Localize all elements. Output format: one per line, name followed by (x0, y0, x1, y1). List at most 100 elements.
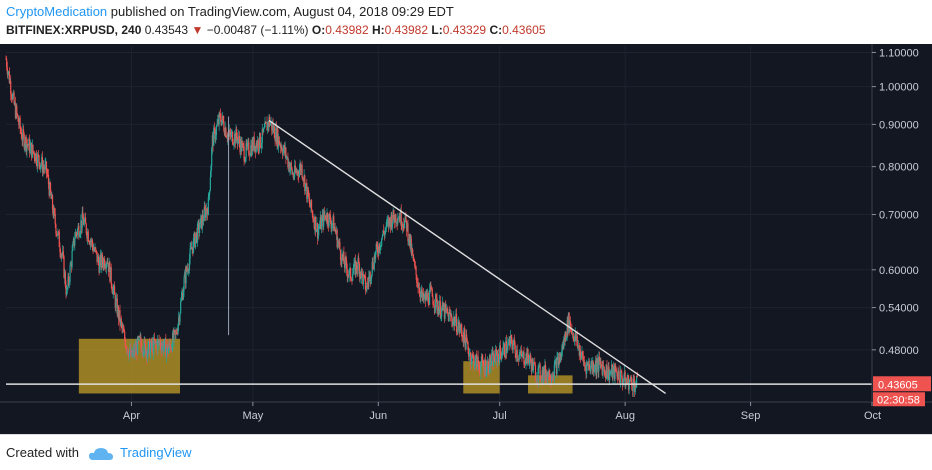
candle-body (314, 216, 317, 232)
candle-body (190, 247, 192, 248)
candle-body (368, 276, 370, 284)
candle-body (167, 344, 169, 354)
price-chart[interactable]: 1.10000 1.00000 0.90000 0.80000 0.70000 0.600… (0, 44, 932, 434)
candle-body (316, 223, 319, 239)
candle-body (313, 220, 315, 229)
candle-body (591, 360, 593, 369)
candle-body (120, 319, 122, 325)
candle-body (12, 94, 14, 100)
candle-body (628, 381, 630, 390)
candle-body (272, 123, 274, 132)
candle-body (371, 261, 373, 275)
candle-body (432, 296, 434, 305)
candle-body (286, 156, 288, 158)
candle-body (58, 231, 60, 233)
candle-body (169, 345, 172, 350)
candle-body (92, 245, 94, 252)
candle-body (386, 221, 388, 223)
candle-body (343, 252, 345, 264)
tradingview-brand[interactable]: TradingView (120, 445, 192, 460)
candle-body (203, 220, 205, 222)
candle-body (428, 303, 430, 305)
candle-body (41, 157, 43, 165)
candle-body (633, 381, 636, 392)
tradingview-cloud-icon[interactable] (88, 447, 113, 461)
candle-body (218, 113, 220, 125)
candle-body (579, 350, 581, 356)
candle-body (25, 137, 27, 152)
candle-body (179, 313, 181, 322)
candle-body (358, 258, 360, 264)
author-link[interactable]: CryptoMedication (6, 4, 108, 19)
candle-body (321, 218, 323, 230)
candle-body (215, 134, 217, 140)
candle-body (413, 260, 415, 262)
candle-body (22, 129, 25, 135)
candle-body (613, 365, 615, 380)
candle-body (327, 223, 329, 227)
candle-body (616, 371, 618, 377)
candle-body (602, 365, 604, 375)
low-value: 0.43329 (442, 23, 487, 37)
candle-body (621, 371, 623, 379)
time-tick-label: Sep (741, 410, 761, 422)
candle-body (324, 215, 326, 217)
candle-body (635, 384, 637, 388)
candle-body (278, 136, 280, 145)
candle-body (119, 310, 121, 325)
candle-body (86, 233, 88, 239)
candle-body (575, 332, 577, 342)
chart-footer: Created with TradingView (0, 434, 932, 470)
candle-body (513, 339, 515, 345)
candle-body (16, 113, 19, 116)
candle-body (184, 272, 186, 278)
candle-body (72, 238, 75, 244)
candle-body (424, 293, 426, 297)
candle-body (505, 340, 507, 358)
candle-body (580, 350, 582, 360)
candle-body (289, 167, 291, 172)
candle-body (536, 377, 538, 381)
candle-body (15, 106, 17, 118)
candle-body (475, 354, 477, 357)
annotation-layer (6, 119, 872, 395)
candle-body (138, 336, 140, 340)
candle-body (497, 353, 499, 362)
candle-body (120, 319, 122, 324)
candle-body (578, 345, 580, 356)
candle-body (199, 218, 201, 229)
candle-body (319, 217, 321, 227)
candle-body (317, 229, 319, 239)
candle-body (144, 339, 146, 343)
candle-body (622, 381, 624, 385)
candle-body (561, 344, 564, 351)
candle-body (534, 365, 537, 380)
candle-body (513, 339, 516, 346)
candle-body (97, 256, 99, 263)
candle-body (152, 342, 154, 354)
candle-body (200, 215, 202, 219)
candle-body (140, 336, 142, 345)
candle-body (163, 346, 165, 352)
candle-body (184, 272, 187, 284)
candle-body (273, 126, 275, 132)
candle-body (447, 312, 450, 322)
chart-area[interactable]: 1.10000 1.00000 0.90000 0.80000 0.70000 0.600… (0, 44, 932, 434)
candle-body (517, 358, 519, 360)
candle-body (420, 289, 423, 293)
candle-body (524, 364, 526, 366)
candle-body (117, 307, 119, 316)
candle-body (50, 192, 52, 199)
candle-body (110, 267, 112, 285)
candle-body (55, 224, 57, 234)
candle-body (615, 365, 617, 372)
candle-body (543, 367, 545, 377)
candle-body (402, 223, 404, 227)
candle-body (544, 364, 546, 377)
candle-body (451, 315, 453, 322)
candle-body (244, 160, 246, 162)
candle-body (91, 239, 93, 242)
candle-body (254, 145, 257, 152)
candle-body (274, 138, 276, 142)
candle-body (600, 364, 603, 366)
